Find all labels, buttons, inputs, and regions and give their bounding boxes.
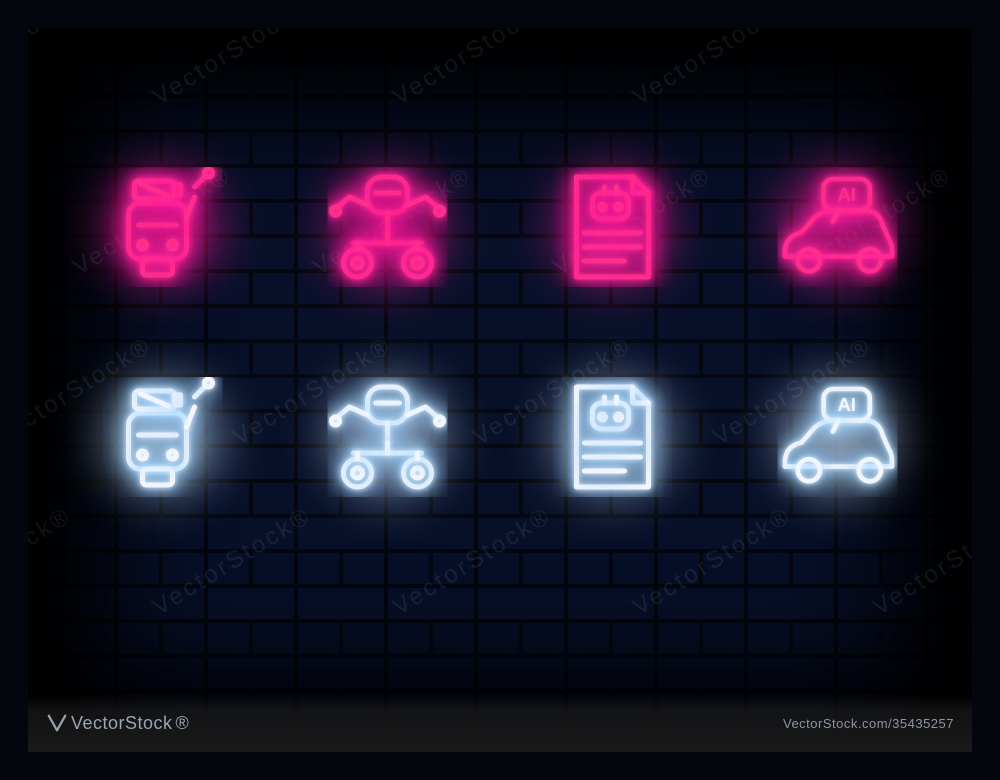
brand-logo-icon <box>46 712 68 734</box>
cell-robot-low-battery-pink <box>103 167 223 287</box>
ai-car-icon: AI <box>778 377 898 497</box>
robot-low-battery-icon <box>103 167 223 287</box>
ai-label: AI <box>837 184 855 205</box>
brand-mark: VectorStock® <box>46 712 189 734</box>
cell-ai-car-pink: AI <box>778 167 898 287</box>
stage: VectorStock® VectorStock® VectorStock® V… <box>0 0 1000 780</box>
robot-document-icon <box>553 167 673 287</box>
robot-low-battery-icon <box>103 377 223 497</box>
ai-label: AI <box>837 394 855 415</box>
icon-grid: AI <box>103 167 898 497</box>
rover-robot-icon <box>328 377 448 497</box>
watermark-footer: VectorStock® VectorStock.com/35435257 <box>28 694 972 752</box>
cell-rover-robot-pink <box>328 167 448 287</box>
cell-ai-car-white: AI <box>778 377 898 497</box>
cell-rover-robot-white <box>328 377 448 497</box>
image-id: VectorStock.com/35435257 <box>783 716 954 731</box>
rover-robot-icon <box>328 167 448 287</box>
robot-document-icon <box>553 377 673 497</box>
brand-suffix: ® <box>176 713 190 734</box>
brand-name: VectorStock <box>71 713 173 734</box>
ai-car-icon: AI <box>778 167 898 287</box>
cell-robot-document-white <box>553 377 673 497</box>
cell-robot-document-pink <box>553 167 673 287</box>
cell-robot-low-battery-white <box>103 377 223 497</box>
